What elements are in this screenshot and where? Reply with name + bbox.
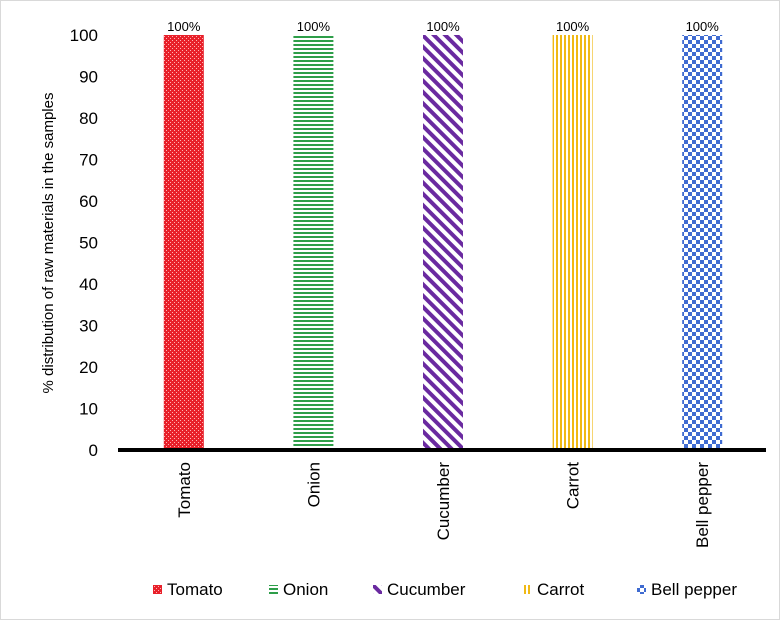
y-axis-label-group: % distribution of raw materials in the s… (40, 93, 57, 394)
data-label: 100% (556, 19, 590, 34)
bar-bell-pepper (682, 35, 723, 450)
legend-swatch (153, 585, 162, 594)
data-label: 100% (297, 19, 331, 34)
y-tick-label: 40 (79, 275, 98, 294)
legend-swatch (269, 585, 278, 594)
legend-swatch (637, 585, 646, 594)
x-tick-label: Tomato (175, 462, 194, 518)
legend-swatch (373, 585, 382, 594)
data-labels: 100% 100% 100% 100% 100% (167, 19, 719, 34)
x-tick-label: Onion (304, 462, 323, 507)
legend: Tomato Onion Cucumber Carrot Bell pepper (153, 580, 737, 599)
bar-carrot (552, 35, 593, 450)
y-tick-label: 30 (79, 317, 98, 336)
x-tick-label: Cucumber (434, 462, 453, 541)
y-tick-label: 0 (89, 441, 98, 460)
y-tick-label: 20 (79, 358, 98, 377)
y-tick-label: 80 (79, 109, 98, 128)
y-tick-label: 60 (79, 192, 98, 211)
y-tick-label: 70 (79, 151, 98, 170)
x-tick-label: Carrot (564, 462, 583, 510)
data-label: 100% (686, 19, 720, 34)
y-tick-labels: 0 10 20 30 40 50 60 70 80 90 100 (70, 26, 98, 460)
y-tick-label: 90 (79, 68, 98, 87)
bars (163, 35, 723, 450)
data-label: 100% (426, 19, 460, 34)
legend-label: Onion (283, 580, 328, 599)
bar-onion (293, 35, 334, 450)
bar-cucumber (423, 35, 463, 450)
legend-label: Tomato (167, 580, 223, 599)
y-tick-label: 50 (79, 234, 98, 253)
legend-label: Bell pepper (651, 580, 737, 599)
x-tick-labels: Tomato Onion Cucumber Carrot Bell pepper (175, 462, 712, 548)
legend-swatch (523, 585, 532, 594)
bar-tomato (163, 35, 204, 450)
data-label: 100% (167, 19, 201, 34)
legend-label: Carrot (537, 580, 585, 599)
legend-label: Cucumber (387, 580, 466, 599)
y-axis-label: % distribution of raw materials in the s… (40, 93, 57, 394)
y-tick-label: 10 (79, 400, 98, 419)
x-tick-label: Bell pepper (693, 462, 712, 548)
y-tick-label: 100 (70, 26, 98, 45)
